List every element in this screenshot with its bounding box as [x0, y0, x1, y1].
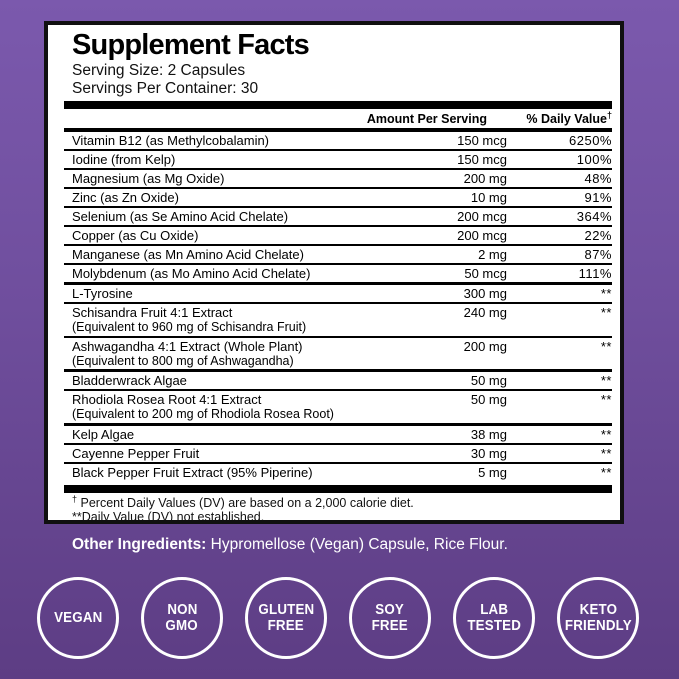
- divider-thick-bottom: [64, 484, 612, 493]
- dagger-symbol: †: [72, 493, 78, 504]
- ingredient-name: Zinc (as Zn Oxide): [72, 190, 179, 205]
- table-row: Vitamin B12 (as Methylcobalamin) 150 mcg 6…: [64, 132, 612, 149]
- amount-per-serving-value: 38 mg: [470, 426, 507, 442]
- amount-per-serving-value: 150 mcg: [457, 133, 507, 148]
- ingredient-equivalent-note: (Equivalent to 960 mg of Schisandra Frui…: [72, 320, 307, 334]
- daily-value-percent: 6250%: [569, 133, 612, 148]
- table-row: Black Pepper Fruit Extract (95% Piperine…: [64, 461, 612, 481]
- amount-per-serving-value: 50 mg: [470, 392, 507, 407]
- badge-lab-tested: LAB TESTED: [453, 577, 535, 659]
- supplement-facts-panel: Supplement Facts Serving Size: 2 Capsule…: [44, 21, 624, 524]
- daily-value-percent: 364%: [576, 209, 612, 224]
- amount-per-serving-value: 300 mg: [463, 286, 507, 301]
- table-row: Copper (as Cu Oxide) 200 mcg 22%: [64, 225, 612, 244]
- badge-keto-friendly: KETO FRIENDLY: [557, 577, 639, 659]
- table-row: Iodine (from Kelp) 150 mcg 100%: [64, 149, 612, 168]
- divider-thick-top: [64, 101, 612, 109]
- table-row: Schisandra Fruit 4:1 Extract (Equivalent …: [64, 302, 612, 336]
- table-row: Kelp Algae 38 mg **: [64, 422, 612, 443]
- badge-gluten-free: GLUTEN FREE: [245, 577, 327, 659]
- table-row: Selenium (as Se Amino Acid Chelate) 200 m…: [64, 206, 612, 225]
- badge-row: VEGAN NON GMO GLUTEN FREE SOY FREE LAB TESTED KET…: [37, 577, 639, 659]
- ingredient-name: Vitamin B12 (as Methylcobalamin): [72, 133, 270, 148]
- amount-per-serving-value: 200 mg: [463, 338, 507, 354]
- dagger-symbol: †: [606, 109, 612, 120]
- amount-per-serving-value: 200 mcg: [457, 209, 507, 224]
- footnote-daily-value: † Percent Daily Values (DV) are based on…: [72, 493, 414, 510]
- badge-soy-free: SOY FREE: [349, 577, 431, 659]
- daily-value-percent: **: [600, 286, 612, 301]
- ingredient-equivalent-note: (Equivalent to 800 mg of Ashwagandha): [72, 353, 294, 368]
- footnotes: † Percent Daily Values (DV) are based on…: [72, 493, 612, 525]
- daily-value-percent: 48%: [584, 171, 612, 186]
- daily-value-percent: 100%: [576, 152, 612, 167]
- other-ingredients: Other Ingredients: Hypromellose (Vegan) …: [72, 536, 508, 554]
- ingredient-name: Magnesium (as Mg Oxide): [72, 171, 225, 186]
- amount-per-serving-value: 240 mg: [463, 305, 507, 320]
- daily-value-percent: 87%: [584, 247, 612, 262]
- ingredient-equivalent-note: (Equivalent to 200 mg of Rhodiola Rosea …: [72, 407, 334, 421]
- header-amount-per-serving: Amount Per Serving: [366, 112, 487, 126]
- table-row: Molybdenum (as Mo Amino Acid Chelate) 50 …: [64, 263, 612, 282]
- divider-header: [64, 128, 612, 132]
- daily-value-percent: 111%: [578, 266, 612, 281]
- amount-per-serving-value: 10 mg: [470, 190, 507, 205]
- ingredient-name: Copper (as Cu Oxide): [72, 228, 199, 243]
- amount-per-serving-value: 2 mg: [478, 247, 507, 262]
- table-row: Manganese (as Mn Amino Acid Chelate) 2 mg…: [64, 244, 612, 263]
- table-row: Ashwagandha 4:1 Extract (Whole Plant) (Eq…: [64, 335, 612, 370]
- ingredient-name: Ashwagandha 4:1 Extract (Whole Plant) (Eq…: [64, 339, 357, 369]
- amount-per-serving-value: 50 mg: [470, 373, 507, 388]
- ingredient-name: L-Tyrosine: [72, 286, 133, 301]
- ingredient-name: Iodine (from Kelp): [72, 152, 176, 167]
- serving-size: Serving Size: 2 Capsules: [72, 62, 246, 79]
- amount-per-serving-value: 150 mcg: [457, 152, 507, 167]
- panel-title: Supplement Facts: [72, 29, 310, 61]
- table-row: Bladderwrack Algae 50 mg **: [64, 369, 612, 389]
- table-body: Vitamin B12 (as Methylcobalamin) 150 mcg 6…: [64, 132, 612, 481]
- table-row: Magnesium (as Mg Oxide) 200 mg 48%: [64, 168, 612, 187]
- badge-vegan: VEGAN: [37, 577, 119, 659]
- daily-value-percent: **: [600, 392, 612, 407]
- ingredient-name: Cayenne Pepper Fruit: [72, 445, 200, 461]
- amount-per-serving-value: 5 mg: [478, 464, 507, 480]
- ingredient-name: Kelp Algae: [72, 426, 135, 442]
- ingredient-name: Manganese (as Mn Amino Acid Chelate): [72, 247, 304, 262]
- daily-value-percent: **: [600, 445, 612, 461]
- ingredient-name: Bladderwrack Algae: [72, 373, 187, 388]
- ingredient-name: Selenium (as Se Amino Acid Chelate): [72, 209, 289, 224]
- amount-per-serving-value: 30 mg: [470, 445, 507, 461]
- other-ingredients-label: Other Ingredients:: [72, 536, 207, 553]
- table-header-row: Amount Per Serving % Daily Value†: [64, 109, 612, 128]
- facts-table: Amount Per Serving % Daily Value† Vitami…: [64, 109, 612, 481]
- badge-non-gmo: NON GMO: [141, 577, 223, 659]
- amount-per-serving-value: 200 mcg: [457, 228, 507, 243]
- ingredient-name: Rhodiola Rosea Root 4:1 Extract (Equivale…: [64, 392, 357, 422]
- daily-value-percent: **: [600, 338, 612, 354]
- daily-value-percent: **: [600, 426, 612, 442]
- daily-value-percent: 22%: [584, 228, 612, 243]
- servings-per-container: Servings Per Container: 30: [72, 79, 259, 97]
- table-row: Cayenne Pepper Fruit 30 mg **: [64, 442, 612, 462]
- daily-value-percent: **: [600, 305, 612, 320]
- other-ingredients-text: Hypromellose (Vegan) Capsule, Rice Flour…: [206, 536, 508, 553]
- daily-value-percent: 91%: [584, 190, 612, 205]
- daily-value-percent: **: [600, 464, 612, 480]
- table-row: Zinc (as Zn Oxide) 10 mg 91%: [64, 187, 612, 206]
- header-daily-value: % Daily Value†: [526, 109, 612, 126]
- daily-value-percent: **: [600, 373, 612, 388]
- ingredient-name: Schisandra Fruit 4:1 Extract (Equivalent …: [64, 305, 357, 335]
- amount-per-serving-value: 50 mcg: [464, 266, 507, 281]
- table-row: Rhodiola Rosea Root 4:1 Extract (Equivale…: [64, 389, 612, 423]
- footnote-not-established: **Daily Value (DV) not established.: [72, 510, 265, 524]
- amount-per-serving-value: 200 mg: [463, 171, 507, 186]
- table-row: L-Tyrosine 300 mg **: [64, 282, 612, 302]
- ingredient-name: Black Pepper Fruit Extract (95% Piperine…: [72, 464, 313, 480]
- ingredient-name: Molybdenum (as Mo Amino Acid Chelate): [72, 266, 311, 281]
